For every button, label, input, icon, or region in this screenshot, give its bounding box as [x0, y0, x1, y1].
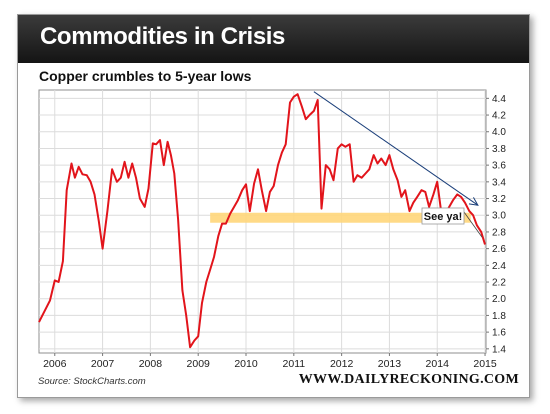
x-tick-label: 2011	[283, 358, 306, 370]
website-credit: WWW.DAILYRECKONING.COM	[298, 372, 519, 387]
support-band	[210, 212, 471, 223]
trend-arrow-shaft	[313, 91, 479, 206]
y-tick-label: 2.2	[492, 278, 506, 289]
x-tick-label: 2012	[330, 358, 354, 370]
y-tick-label: 4.2	[492, 111, 506, 122]
title-banner: Commodities in Crisis	[18, 15, 529, 63]
copper-price-line	[38, 93, 486, 349]
callout-label: See ya!	[424, 211, 463, 223]
x-tick-label: 2015	[473, 358, 497, 370]
y-tick-label: 2.8	[492, 227, 506, 238]
y-tick-label: 1.8	[492, 311, 506, 322]
y-tick-label: 3.8	[492, 144, 506, 155]
y-tick-label: 1.6	[492, 328, 506, 339]
callout-box	[421, 207, 465, 225]
chart-title: Copper crumbles to 5-year lows	[39, 68, 252, 84]
y-tick-label: 3.4	[492, 177, 506, 188]
x-tick-label: 2007	[91, 358, 115, 370]
y-tick-label: 2.4	[492, 261, 506, 272]
trend-arrowhead	[468, 197, 479, 206]
chart-card: Commodities in Crisis Copper crumbles to…	[17, 14, 530, 398]
y-tick-label: 3.0	[492, 211, 506, 222]
x-tick-label: 2010	[234, 358, 258, 370]
x-tick-label: 2009	[187, 358, 211, 370]
chart-svg: 1.4 1.6 1.8 2.0 2.2 2.4 2.6 2.8 3.0 3.2 3.4 3.6 3.8 4…	[38, 89, 506, 370]
source-credit: Source: StockCharts.com	[38, 376, 146, 387]
x-tick-label: 2006	[43, 358, 67, 370]
callout-pointer	[463, 211, 483, 238]
y-tick-label: 3.2	[492, 194, 506, 205]
y-tick-label: 2.0	[492, 294, 506, 305]
y-tick-label: 2.6	[492, 244, 506, 255]
y-tick-label: 3.6	[492, 161, 506, 172]
y-tick-label: 4.0	[492, 127, 506, 138]
x-tick-label: 2013	[378, 358, 402, 370]
page-title: Commodities in Crisis	[40, 23, 285, 50]
y-tick-label: 4.4	[492, 94, 506, 105]
x-tick-label: 2008	[139, 358, 163, 370]
x-tick-label: 2014	[426, 358, 450, 370]
y-tick-label: 1.4	[492, 344, 506, 355]
